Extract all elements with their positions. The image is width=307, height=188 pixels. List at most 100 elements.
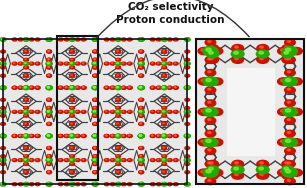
Circle shape <box>58 183 63 186</box>
Circle shape <box>138 158 144 162</box>
Circle shape <box>116 98 121 101</box>
Circle shape <box>93 171 98 174</box>
Circle shape <box>47 50 52 53</box>
Circle shape <box>162 147 167 149</box>
Circle shape <box>210 58 213 60</box>
Circle shape <box>83 183 84 184</box>
Circle shape <box>104 135 109 137</box>
Circle shape <box>46 86 52 89</box>
Circle shape <box>60 87 61 88</box>
Circle shape <box>29 86 34 89</box>
Circle shape <box>46 62 52 65</box>
Circle shape <box>127 135 132 137</box>
Circle shape <box>139 66 144 69</box>
Circle shape <box>37 135 38 136</box>
Circle shape <box>161 86 167 89</box>
Circle shape <box>35 183 40 186</box>
Circle shape <box>140 51 142 52</box>
Circle shape <box>93 183 95 184</box>
Circle shape <box>152 87 153 88</box>
Circle shape <box>93 162 98 165</box>
Circle shape <box>94 163 95 164</box>
Circle shape <box>185 155 190 158</box>
Circle shape <box>25 99 26 100</box>
Circle shape <box>205 178 216 185</box>
Circle shape <box>48 123 49 124</box>
Circle shape <box>163 163 165 164</box>
Circle shape <box>30 111 32 112</box>
Circle shape <box>1 50 6 53</box>
Circle shape <box>184 38 190 41</box>
Circle shape <box>46 182 52 186</box>
Circle shape <box>29 86 34 89</box>
Circle shape <box>94 75 95 76</box>
Circle shape <box>285 161 295 167</box>
Circle shape <box>94 171 95 172</box>
Circle shape <box>286 48 291 51</box>
Circle shape <box>129 183 130 184</box>
Circle shape <box>47 58 52 61</box>
Circle shape <box>81 183 86 186</box>
Circle shape <box>30 159 32 160</box>
Circle shape <box>287 162 290 164</box>
Circle shape <box>47 183 49 184</box>
Circle shape <box>93 74 98 77</box>
Circle shape <box>163 99 165 100</box>
Circle shape <box>111 135 113 136</box>
Circle shape <box>2 75 3 76</box>
Circle shape <box>205 130 216 137</box>
Circle shape <box>290 78 302 85</box>
Circle shape <box>48 51 49 52</box>
Circle shape <box>285 39 295 46</box>
Circle shape <box>25 155 26 156</box>
Circle shape <box>284 51 289 54</box>
Circle shape <box>138 62 144 65</box>
Circle shape <box>167 183 172 186</box>
Circle shape <box>281 79 284 81</box>
Circle shape <box>94 123 95 124</box>
Circle shape <box>92 86 98 89</box>
Circle shape <box>169 87 170 88</box>
Circle shape <box>81 86 86 89</box>
Circle shape <box>47 159 49 160</box>
Circle shape <box>121 86 126 89</box>
Circle shape <box>186 75 188 76</box>
Circle shape <box>70 74 75 77</box>
Circle shape <box>175 159 176 160</box>
Circle shape <box>24 122 29 125</box>
Circle shape <box>29 135 34 137</box>
Circle shape <box>29 38 34 41</box>
Circle shape <box>162 135 165 136</box>
Circle shape <box>0 158 6 162</box>
Circle shape <box>94 107 95 108</box>
Circle shape <box>94 155 95 156</box>
Circle shape <box>29 159 34 161</box>
Circle shape <box>0 62 6 65</box>
Circle shape <box>175 63 176 64</box>
Circle shape <box>76 63 78 64</box>
Circle shape <box>150 62 155 65</box>
Circle shape <box>94 75 95 76</box>
Circle shape <box>282 56 294 63</box>
Circle shape <box>1 111 3 112</box>
Circle shape <box>37 135 38 136</box>
Circle shape <box>235 46 238 48</box>
Circle shape <box>201 171 204 173</box>
Circle shape <box>232 160 243 168</box>
Circle shape <box>18 159 23 161</box>
Circle shape <box>173 135 178 137</box>
Circle shape <box>260 173 263 176</box>
Circle shape <box>60 87 61 88</box>
Circle shape <box>206 50 219 58</box>
Circle shape <box>140 59 142 60</box>
Circle shape <box>293 79 297 81</box>
Circle shape <box>185 135 188 136</box>
Circle shape <box>286 78 291 82</box>
Circle shape <box>211 47 223 55</box>
Circle shape <box>205 70 216 76</box>
Circle shape <box>70 38 72 39</box>
Circle shape <box>47 86 49 88</box>
Circle shape <box>173 159 178 161</box>
Circle shape <box>29 183 34 186</box>
Circle shape <box>138 86 144 89</box>
